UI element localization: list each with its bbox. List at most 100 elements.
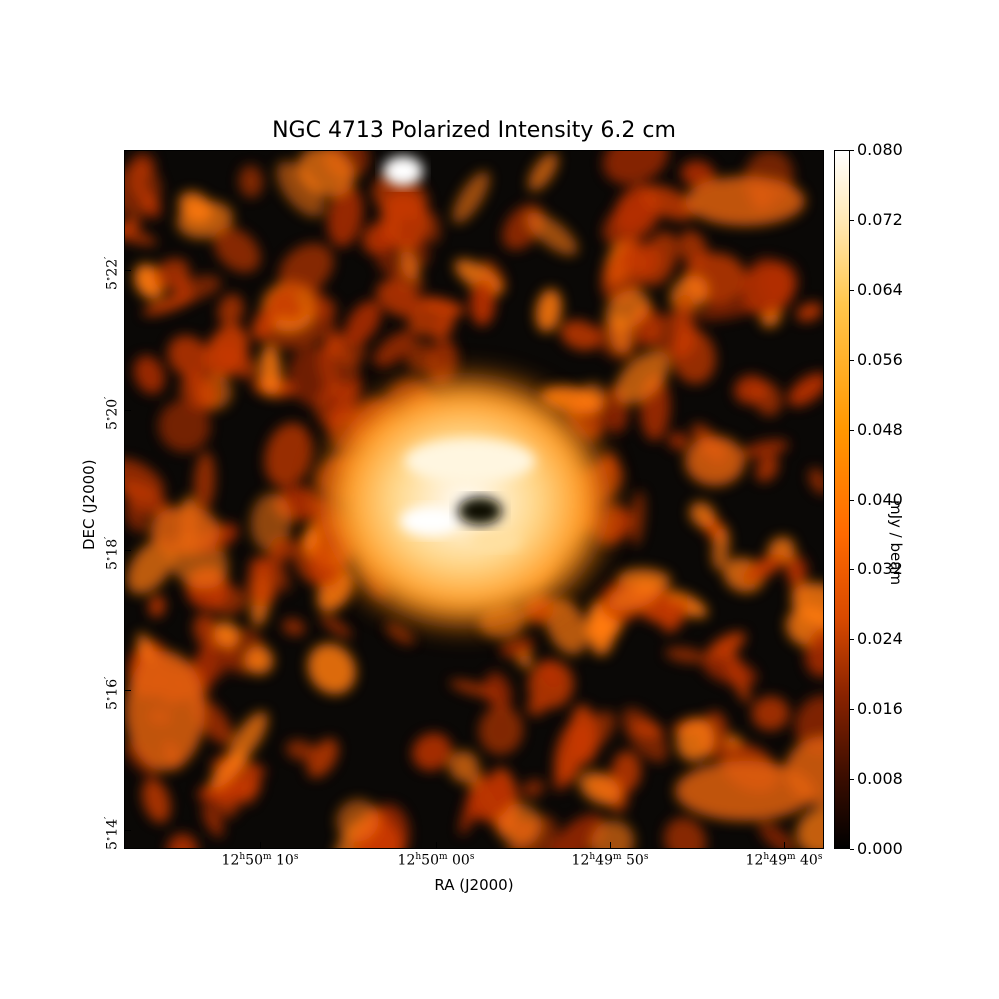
dec-tick-label: 5∘18′ — [104, 536, 121, 570]
emission-blob — [791, 582, 823, 629]
emission-blob — [664, 817, 707, 848]
ra-tick-label: 12h50m 00s — [397, 852, 475, 869]
emission-blob — [535, 288, 562, 333]
emission-blob — [307, 643, 357, 695]
colorbar-tick-mark — [850, 289, 854, 291]
emission-blob — [125, 223, 158, 246]
emission-blob — [376, 280, 421, 317]
emission-blob — [575, 711, 616, 754]
emission-blob — [673, 292, 695, 357]
ra-tick-mark — [784, 842, 785, 849]
emission-blob — [796, 806, 823, 848]
colorbar-tick-label: 0.080 — [857, 140, 903, 159]
emission-blob — [702, 656, 758, 686]
emission-blob — [178, 191, 213, 224]
emission-blob — [675, 761, 815, 821]
emission-blob — [528, 152, 559, 192]
emission-blob — [560, 320, 601, 351]
ra-tick-mark — [610, 842, 611, 849]
emission-blob — [269, 536, 295, 562]
emission-blob — [214, 621, 240, 648]
emission-blob — [549, 813, 605, 848]
dec-tick-mark — [124, 270, 131, 271]
emission-blob — [689, 501, 716, 528]
emission-blob — [591, 820, 635, 848]
emission-blob — [605, 290, 651, 330]
emission-blob — [327, 184, 363, 248]
colorbar-tick-label: 0.024 — [857, 629, 903, 649]
colorbar-tick-mark — [850, 709, 854, 711]
emission-blob — [336, 799, 379, 842]
emission-blob — [796, 302, 823, 322]
emission-blob — [676, 718, 715, 762]
ra-tick-label: 12h49m 40s — [745, 852, 823, 869]
colorbar-tick-mark — [850, 639, 854, 641]
emission-blob — [194, 451, 215, 512]
emission-blob — [267, 289, 305, 321]
emission-blob — [125, 217, 142, 235]
emission-blob — [470, 279, 496, 326]
dec-tick-label: 5∘22′ — [104, 256, 121, 290]
emission-blob — [751, 696, 790, 731]
emission-blob — [202, 803, 224, 837]
colorbar-tick-mark — [850, 499, 854, 501]
colorbar-tick-label: 0.016 — [857, 699, 903, 719]
colorbar-tick-label: 0.072 — [857, 209, 903, 229]
emission-blob — [526, 212, 578, 256]
emission-blob — [125, 741, 158, 777]
emission-blob — [126, 539, 175, 595]
colorbar-tick-mark — [850, 219, 854, 221]
emission-blob — [432, 317, 454, 343]
emission-blob — [755, 455, 779, 482]
emission-blob — [153, 258, 190, 290]
emission-blob — [452, 171, 490, 224]
emission-blob — [422, 211, 441, 244]
emission-blob — [308, 285, 336, 343]
emission-blob — [247, 560, 280, 607]
colorbar-tick-label: 0.040 — [857, 489, 903, 509]
emission-blob — [307, 738, 339, 778]
emission-blob — [405, 341, 436, 373]
emission-blob — [133, 355, 165, 394]
emission-blob — [285, 739, 316, 761]
ra-tick-mark — [436, 842, 437, 849]
emission-blob — [741, 439, 789, 459]
emission-blob — [711, 525, 730, 571]
emission-blob — [276, 161, 325, 217]
emission-blob — [540, 659, 560, 689]
colorbar-tick-label: 0.032 — [857, 559, 903, 579]
colorbar-tick-label: 0.064 — [857, 279, 903, 299]
y-axis-label: DEC (J2000) — [80, 459, 98, 550]
emission-blob — [808, 467, 823, 495]
dec-tick-mark — [124, 830, 131, 831]
emission-blob — [241, 762, 261, 805]
emission-blob — [662, 598, 688, 633]
emission-blob — [259, 344, 282, 397]
polarized-intensity-map — [124, 150, 824, 849]
emission-blob — [418, 296, 466, 315]
emission-blob — [372, 173, 429, 221]
emission-blob — [141, 778, 171, 824]
emission-blob — [615, 351, 670, 404]
emission-blob — [125, 481, 172, 518]
colorbar-tick-mark — [850, 849, 854, 850]
emission-blob — [238, 165, 263, 198]
emission-blob — [282, 618, 306, 636]
emission-blob — [521, 779, 545, 799]
emission-blob — [466, 777, 511, 822]
emission-blob — [758, 821, 796, 848]
emission-blob — [680, 160, 716, 188]
colorbar-tick-label: 0.056 — [857, 349, 903, 369]
plot-title: NGC 4713 Polarized Intensity 6.2 cm — [272, 118, 676, 143]
dec-tick-mark — [124, 410, 131, 411]
colorbar-tick-label: 0.000 — [857, 839, 903, 858]
emission-blob — [678, 230, 708, 267]
emission-blob — [179, 372, 222, 410]
emission-blob — [685, 436, 745, 486]
emission-blob — [288, 346, 340, 407]
emission-blob — [125, 651, 205, 771]
ra-tick-mark — [260, 842, 261, 849]
emission-blob — [665, 647, 706, 664]
emission-blob — [608, 581, 662, 611]
emission-blob — [125, 164, 162, 217]
